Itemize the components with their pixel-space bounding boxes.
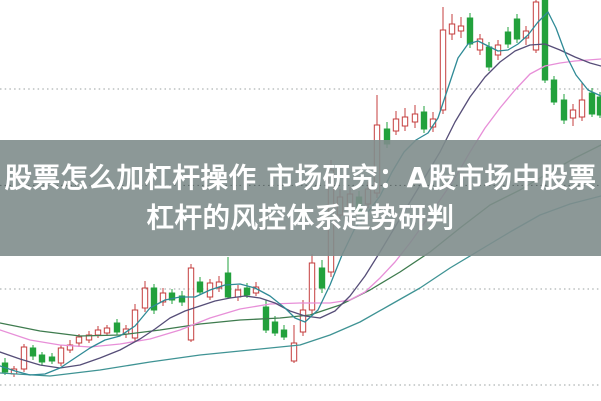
gridline-over-band [0, 185, 601, 186]
headline-line-1: 股票怎么加杠杆操作 市场研究：A股市场中股票 [4, 162, 597, 194]
headline: 股票怎么加杠杆操作 市场研究：A股市场中股票 杠杆的风控体系趋势研判 [0, 140, 601, 256]
headline-line-2: 杠杆的风控体系趋势研判 [146, 202, 455, 234]
headline-overlay-band [0, 140, 601, 256]
